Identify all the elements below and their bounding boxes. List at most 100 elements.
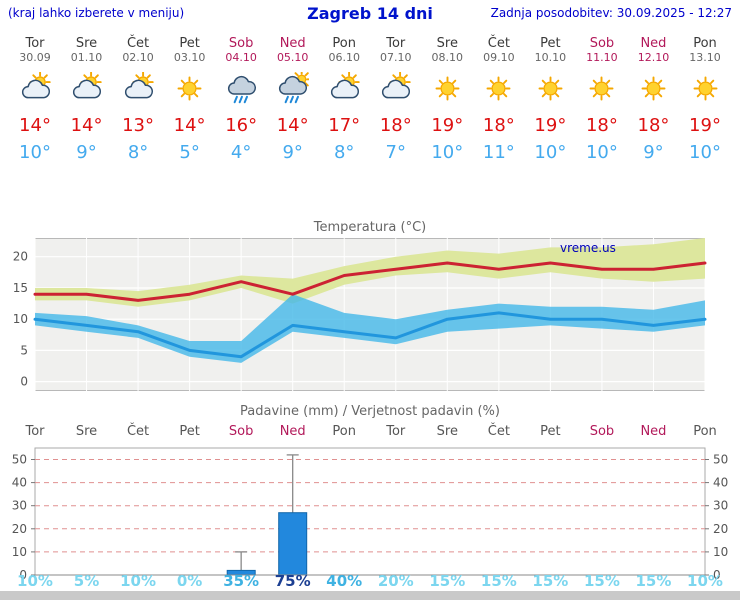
day-name: Tor [386, 36, 406, 51]
tmin-value: 8° [333, 142, 355, 163]
location-menu-hint: (kraj lahko izberete v meniju) [8, 6, 185, 20]
tmax-value: 18° [482, 115, 515, 136]
svg-text:40: 40 [12, 476, 27, 490]
day-column[interactable]: Pet 10.10 19° 10° [524, 36, 576, 169]
day-name: Čet [487, 36, 510, 51]
tmax-value: 18° [379, 115, 412, 136]
day-column[interactable]: Tor 30.09 14° 10° [9, 36, 61, 169]
day-date: 04.10 [225, 51, 257, 64]
sun-cloud-icon [9, 67, 61, 109]
svg-text:20: 20 [713, 522, 728, 536]
day-date: 02.10 [122, 51, 154, 64]
day-column[interactable]: Pon 13.10 19° 10° [679, 36, 731, 169]
precip-probability: 10% [120, 572, 157, 590]
sun-icon [421, 67, 473, 109]
svg-text:0: 0 [19, 568, 27, 582]
tmax-value: 14° [173, 115, 206, 136]
day-name: Pet [179, 36, 200, 51]
precip-day-label: Sre [75, 424, 98, 439]
rain-sun-icon [267, 67, 319, 109]
rain-icon [215, 67, 267, 109]
day-date: 03.10 [173, 51, 206, 64]
day-column[interactable]: Čet 09.10 18° 11° [473, 36, 525, 169]
tmax-value: 16° [225, 115, 258, 136]
day-column[interactable]: Sre 08.10 19° 10° [421, 36, 473, 169]
precip-probability: 0% [176, 572, 203, 590]
day-date: 07.10 [380, 51, 412, 64]
temperature-chart-title: Temperatura (°C) [313, 220, 427, 235]
day-date: 06.10 [328, 51, 360, 64]
day-date: 05.10 [276, 51, 309, 64]
precipitation-chart: 0 0 10 10 20 20 30 30 40 40 50 50 [12, 447, 728, 582]
page-title: Zagreb 14 dni [307, 4, 433, 23]
precip-probability: 40% [326, 572, 363, 590]
sun-cloud-icon [370, 67, 422, 109]
tmin-value: 10° [585, 142, 618, 163]
day-column[interactable]: Sob 11.10 18° 10° [576, 36, 628, 169]
precip-probability: 10% [17, 572, 53, 590]
sun-icon [473, 67, 525, 109]
day-name: Sob [228, 36, 254, 51]
day-column[interactable]: Sre 01.10 14° 9° [61, 36, 113, 169]
svg-text:15: 15 [13, 281, 28, 295]
forecast-days-strip: Tor 30.09 14° 10° Sre 01.10 14° 9° Čet 02.10 13° 8°… [0, 36, 740, 216]
day-date: 30.09 [19, 51, 51, 64]
svg-text:20: 20 [12, 522, 27, 536]
tmin-value: 9° [76, 142, 97, 163]
tmax-value: 19° [431, 115, 464, 136]
tmin-value: 4° [230, 142, 252, 163]
sun-icon [679, 67, 731, 109]
tmin-value: 10° [689, 142, 721, 163]
precip-day-label: Ned [279, 424, 306, 439]
svg-text:50: 50 [12, 453, 27, 467]
precip-day-label: Tor [386, 424, 406, 439]
day-column[interactable]: Ned 12.10 18° 9° [627, 36, 679, 169]
svg-text:10: 10 [713, 545, 728, 559]
tmax-value: 17° [328, 115, 361, 136]
precip-probability: 10% [687, 572, 723, 590]
svg-text:vreme.us: vreme.us [560, 241, 616, 255]
precip-day-label: Čet [126, 424, 150, 439]
day-column[interactable]: Čet 02.10 13° 8° [112, 36, 164, 169]
day-date: 10.10 [534, 51, 567, 64]
svg-text:50: 50 [713, 453, 728, 467]
day-date: 13.10 [689, 51, 721, 64]
tmax-value: 13° [122, 115, 155, 136]
precip-probability: 75% [274, 572, 311, 590]
day-name: Pet [540, 36, 561, 51]
tmax-value: 19° [534, 115, 567, 136]
day-name: Pon [332, 36, 356, 51]
precip-probability: 15% [480, 572, 517, 590]
sun-cloud-icon [61, 67, 113, 109]
tmin-value: 9° [282, 142, 303, 163]
svg-text:5: 5 [20, 343, 28, 357]
precip-probability-row: 10% 5% 10% 0% 35% 75% 40% 20% 15% 15% 15% 15% 15% 10% [0, 572, 740, 590]
day-column[interactable]: Pet 03.10 14° 5° [164, 36, 216, 169]
day-column[interactable]: Tor 07.10 18° 7° [370, 36, 422, 169]
svg-text:10: 10 [12, 545, 27, 559]
tmin-value: 5° [179, 142, 200, 163]
tmin-value: 10° [534, 142, 567, 163]
sun-cloud-icon [318, 67, 370, 109]
precip-day-label: Čet [487, 424, 510, 439]
sun-icon [524, 67, 576, 109]
svg-text:20: 20 [13, 250, 28, 264]
temperature-chart: 0 5 10 15 20 vreme.us [13, 238, 707, 391]
tmax-value: 14° [70, 115, 103, 136]
day-column[interactable]: Ned 05.10 14° 9° [267, 36, 319, 169]
svg-text:0: 0 [713, 568, 721, 582]
precip-probability: 5% [73, 572, 100, 590]
day-name: Čet [126, 36, 150, 51]
svg-text:30: 30 [713, 499, 728, 513]
tmin-value: 9° [643, 142, 664, 163]
tmax-value: 14° [276, 115, 309, 136]
tmin-value: 7° [385, 142, 406, 163]
precip-day-label: Ned [640, 424, 667, 439]
day-name: Sre [75, 36, 98, 51]
day-column[interactable]: Sob 04.10 16° 4° [215, 36, 267, 169]
svg-text:0: 0 [20, 375, 28, 389]
precip-probability: 15% [429, 572, 466, 590]
precip-day-label: Sre [436, 424, 458, 439]
day-column[interactable]: Pon 06.10 17° 8° [318, 36, 370, 169]
day-date: 08.10 [431, 51, 464, 64]
